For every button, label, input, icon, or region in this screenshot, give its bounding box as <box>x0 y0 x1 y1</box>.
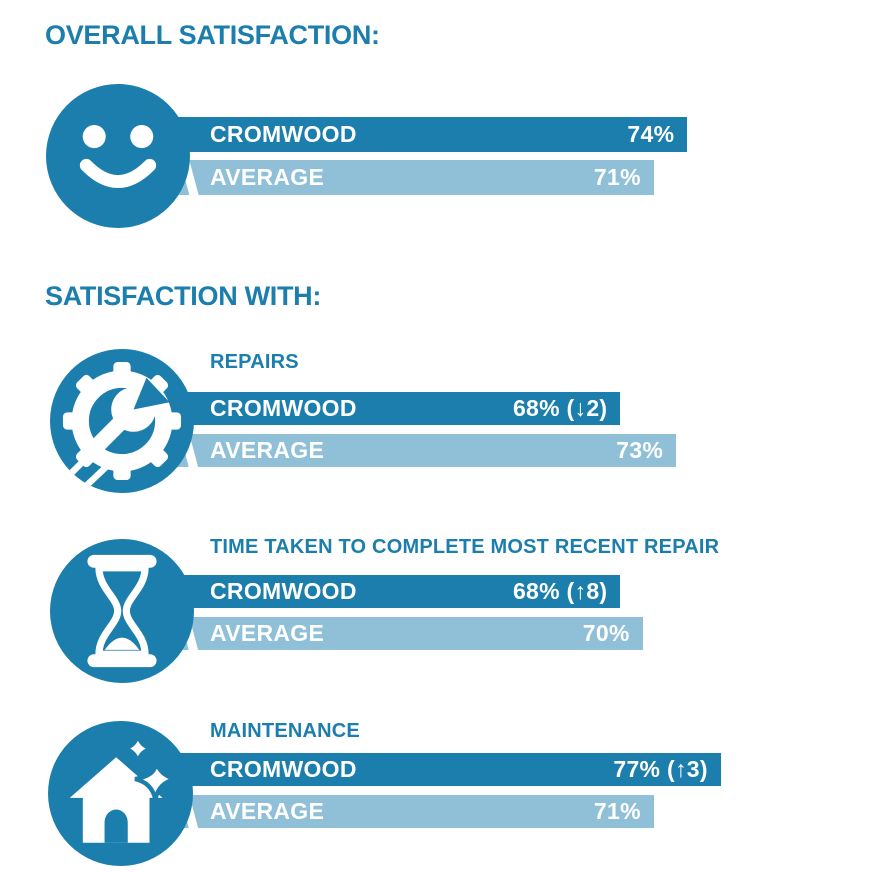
bar-value-cromwood: 68% (↑8) <box>512 578 608 604</box>
bar-label-average: AVERAGE <box>210 437 325 463</box>
average-bar: AVERAGE 73% <box>100 434 677 467</box>
bar-label-average: AVERAGE <box>210 620 325 646</box>
section-title-repairs: REPAIRS <box>210 351 299 373</box>
bar-label-cromwood: CROMWOOD <box>210 395 357 421</box>
cromwood-bar: CROMWOOD 74% <box>100 117 688 152</box>
bar-value-average: 73% <box>616 437 664 463</box>
bar-value-cromwood: 77% (↑3) <box>613 756 708 782</box>
hourglass-icon <box>87 554 157 668</box>
heading-overall-satisfaction: OVERALL SATISFACTION: <box>45 20 380 50</box>
gear-wrench-icon <box>62 361 182 492</box>
section-title-time: TIME TAKEN TO COMPLETE MOST RECENT REPAI… <box>210 536 720 558</box>
bar-label-cromwood: CROMWOOD <box>210 121 357 147</box>
bar-value-average: 71% <box>593 798 641 824</box>
bar-value-cromwood: 74% <box>627 121 675 147</box>
smiley-face-icon <box>79 125 157 189</box>
section-title-maintenance: MAINTENANCE <box>210 720 360 742</box>
time-icon-circle <box>50 539 194 683</box>
bar-label-average: AVERAGE <box>210 798 325 824</box>
cromwood-bar: CROMWOOD 77% (↑3) <box>100 753 721 786</box>
bar-value-cromwood: 68% (↓2) <box>512 395 608 421</box>
bar-value-average: 71% <box>593 164 641 190</box>
bar-label-cromwood: CROMWOOD <box>210 756 357 782</box>
bar-value-average: 70% <box>582 620 630 646</box>
overall-icon-circle <box>46 84 190 228</box>
maintenance-icon-circle <box>48 721 193 866</box>
house-sparkles-icon <box>69 734 177 843</box>
heading-satisfaction-with: SATISFACTION WITH: <box>45 281 322 311</box>
repairs-icon-circle <box>50 349 194 493</box>
bar-label-cromwood: CROMWOOD <box>210 578 357 604</box>
bar-label-average: AVERAGE <box>210 164 325 190</box>
